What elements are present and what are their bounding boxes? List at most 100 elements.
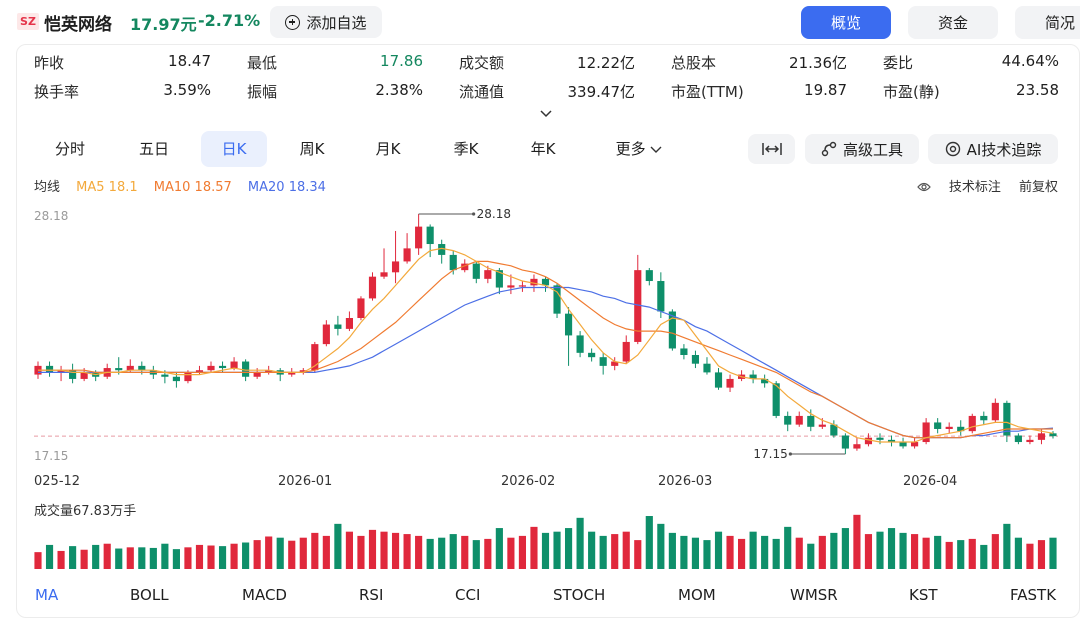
volume-bar xyxy=(749,531,757,569)
volume-bar xyxy=(322,535,330,569)
candle-body xyxy=(299,370,307,373)
volume-bar xyxy=(242,542,250,569)
volume-bar xyxy=(691,537,700,569)
candle-body xyxy=(69,370,77,379)
volume-bar xyxy=(945,541,953,569)
volume-bar xyxy=(1014,537,1022,569)
stat-float-value: 流通值 339.47亿 xyxy=(459,83,635,101)
candle-body xyxy=(518,285,527,287)
ai-tracking-button[interactable]: AI技术追踪 xyxy=(928,134,1058,164)
min-price-label: 17.15 xyxy=(753,447,787,461)
candle-body xyxy=(714,372,723,388)
candle-body xyxy=(426,226,434,245)
indicator-tab-wmsr[interactable]: WMSR xyxy=(790,586,838,604)
y-axis-label-min: 17.15 xyxy=(34,449,69,463)
volume-bar xyxy=(864,534,873,569)
volume-bar xyxy=(34,552,42,569)
ai-track-icon xyxy=(945,141,960,157)
advanced-tools-button[interactable]: 高级工具 xyxy=(805,134,919,164)
expand-horizontal-icon xyxy=(761,143,782,155)
ma20-label: MA20 18.34 xyxy=(247,180,326,195)
volume-bar xyxy=(415,535,423,569)
period-tab-monthly[interactable]: 月K xyxy=(375,140,401,158)
candle-body xyxy=(864,437,873,445)
volume-bar xyxy=(299,537,307,569)
chevron-down-icon[interactable] xyxy=(540,108,552,120)
volume-bar xyxy=(980,544,988,569)
volume-bar xyxy=(818,535,826,569)
indicator-tab-macd[interactable]: MACD xyxy=(242,586,287,604)
volume-bar xyxy=(80,549,88,569)
candle-body xyxy=(622,341,630,362)
indicator-tab-fastk[interactable]: FASTK xyxy=(1010,586,1057,604)
candle-body xyxy=(161,374,169,377)
volume-bar xyxy=(380,531,388,569)
adjust-select[interactable]: 前复权 xyxy=(1018,180,1058,195)
indicator-tab-boll[interactable]: BOLL xyxy=(130,586,169,604)
candle-body xyxy=(668,311,676,349)
indicator-tab-mom[interactable]: MOM xyxy=(678,586,716,604)
candle-body xyxy=(934,422,942,429)
stat-turnover-rate: 换手率 3.59% xyxy=(34,81,211,101)
candle-body xyxy=(1026,439,1034,443)
volume-bar xyxy=(218,546,227,569)
volume-bar xyxy=(1037,540,1046,569)
volume-bar xyxy=(518,535,527,569)
candle-body xyxy=(322,324,330,345)
indicator-tab-kst[interactable]: KST xyxy=(909,586,938,604)
period-tab-5day[interactable]: 五日 xyxy=(138,140,169,158)
indicator-tab-rsi[interactable]: RSI xyxy=(359,586,384,604)
volume-bar xyxy=(161,543,169,569)
candle-body xyxy=(634,270,642,342)
candle-body xyxy=(749,374,757,379)
annotation-toggle[interactable]: 技术标注 xyxy=(916,180,1005,195)
period-tab-daily[interactable]: 日K xyxy=(201,131,267,167)
candle-body xyxy=(795,415,803,425)
volume-bar xyxy=(726,535,734,569)
candle-body xyxy=(253,372,261,377)
candle-body xyxy=(207,365,215,371)
volume-bar xyxy=(830,532,838,569)
add-watchlist-button[interactable]: 添加自选 xyxy=(270,6,382,38)
volume-bar xyxy=(195,544,204,569)
candle-body xyxy=(784,415,792,425)
volume-bar xyxy=(957,540,965,569)
tab-brief[interactable]: 简况 xyxy=(1015,6,1080,39)
volume-bar xyxy=(772,538,780,569)
candle-body xyxy=(1014,435,1022,443)
volume-bar xyxy=(1003,523,1011,569)
volume-bar xyxy=(622,531,630,569)
candle-body xyxy=(391,261,400,273)
volume-bar xyxy=(991,534,999,569)
ma20-line xyxy=(38,286,1054,439)
tab-overview[interactable]: 概览 xyxy=(801,6,891,39)
period-tab-quarterly[interactable]: 季K xyxy=(453,140,479,158)
volume-bar xyxy=(703,540,711,569)
indicator-tab-stoch[interactable]: STOCH xyxy=(553,586,606,604)
candle-body xyxy=(288,372,296,375)
ma-legend: 均线 MA5 18.1 MA10 18.57 MA20 18.34 xyxy=(34,176,338,195)
indicator-tab-cci[interactable]: CCI xyxy=(455,586,481,604)
volume-bar xyxy=(784,526,792,569)
period-tab-weekly[interactable]: 周K xyxy=(299,140,325,158)
tab-funds[interactable]: 资金 xyxy=(908,6,998,39)
candle-body xyxy=(611,361,619,366)
volume-bar xyxy=(853,514,861,569)
candle-body xyxy=(876,437,884,440)
period-tab-intraday[interactable]: 分时 xyxy=(54,140,85,158)
fit-width-button[interactable] xyxy=(748,134,795,164)
indicator-tab-ma[interactable]: MA xyxy=(35,586,59,604)
period-tab-more[interactable]: 更多 xyxy=(599,131,679,167)
candle-body xyxy=(415,226,423,249)
volume-bar xyxy=(807,543,815,569)
candle-body xyxy=(311,344,319,371)
more-label: 更多 xyxy=(615,140,646,158)
volume-bar xyxy=(345,531,353,569)
candle-body xyxy=(115,368,123,371)
candle-body xyxy=(45,365,54,373)
candle-body xyxy=(599,357,607,366)
candle-body xyxy=(195,370,204,373)
max-marker-dot xyxy=(472,212,476,216)
period-tab-yearly[interactable]: 年K xyxy=(530,140,556,158)
